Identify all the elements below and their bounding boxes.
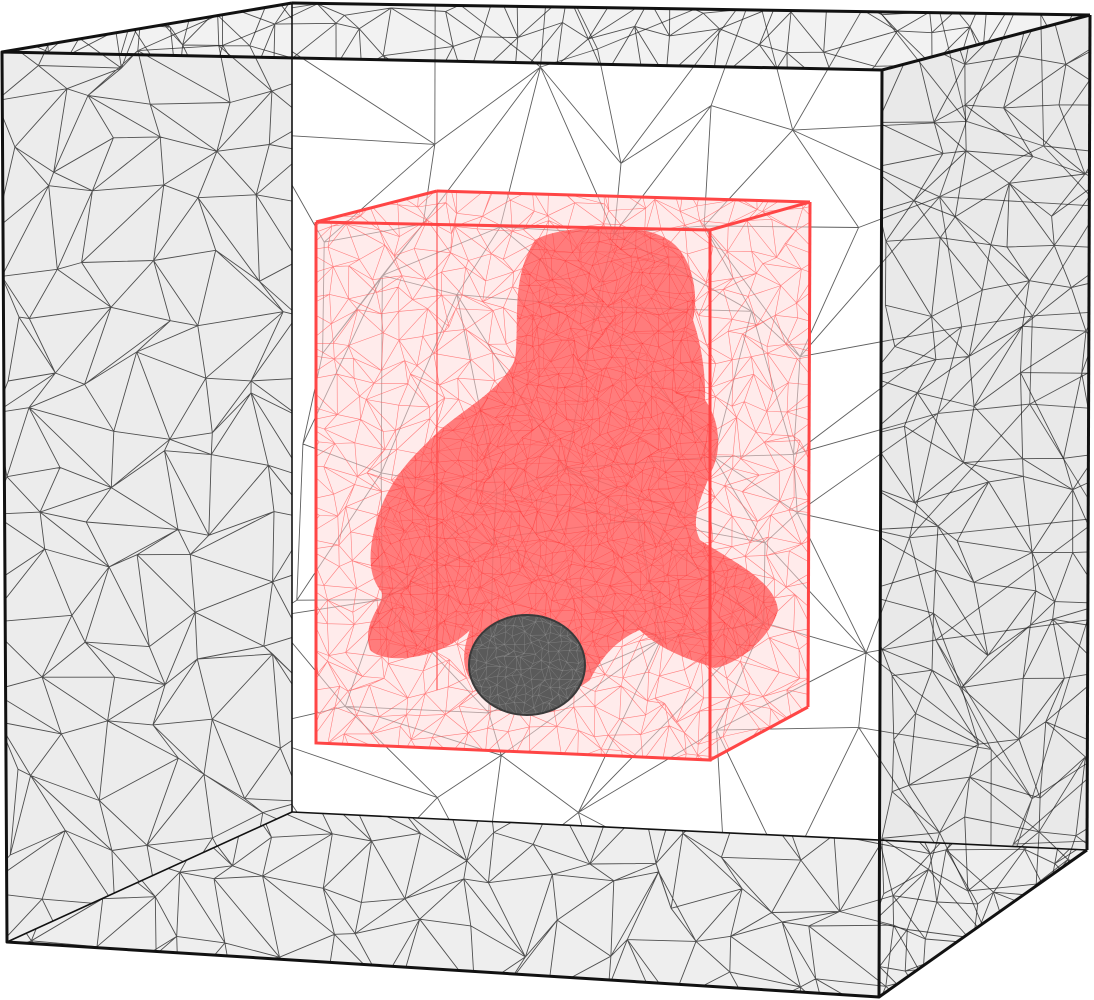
outer-top-right-edge	[881, 13, 1091, 72]
inner-top-right-edge	[709, 200, 811, 232]
outer-top-left-edge	[1, 1, 293, 54]
red-model	[367, 227, 778, 716]
inner-box-edges	[314, 189, 812, 762]
outer-right-face	[879, 15, 1090, 997]
outer-top-back-edge	[291, 1, 1091, 17]
outer-bottom-face	[7, 812, 1087, 997]
inner-right-back-edge	[806, 201, 812, 708]
inner-top-back-edge	[436, 189, 811, 204]
outer-box-faces	[2, 3, 1090, 997]
outer-left-face	[2, 3, 292, 942]
inner-top-left-edge	[315, 189, 438, 224]
outer-bottom-right-edge	[878, 848, 1088, 999]
outer-right-back-edge	[1085, 14, 1092, 851]
outer-back-bottom-edge	[291, 811, 1088, 851]
inner-bottom-right-edge	[709, 705, 809, 762]
outer-bottom-left-edge	[6, 811, 293, 943]
